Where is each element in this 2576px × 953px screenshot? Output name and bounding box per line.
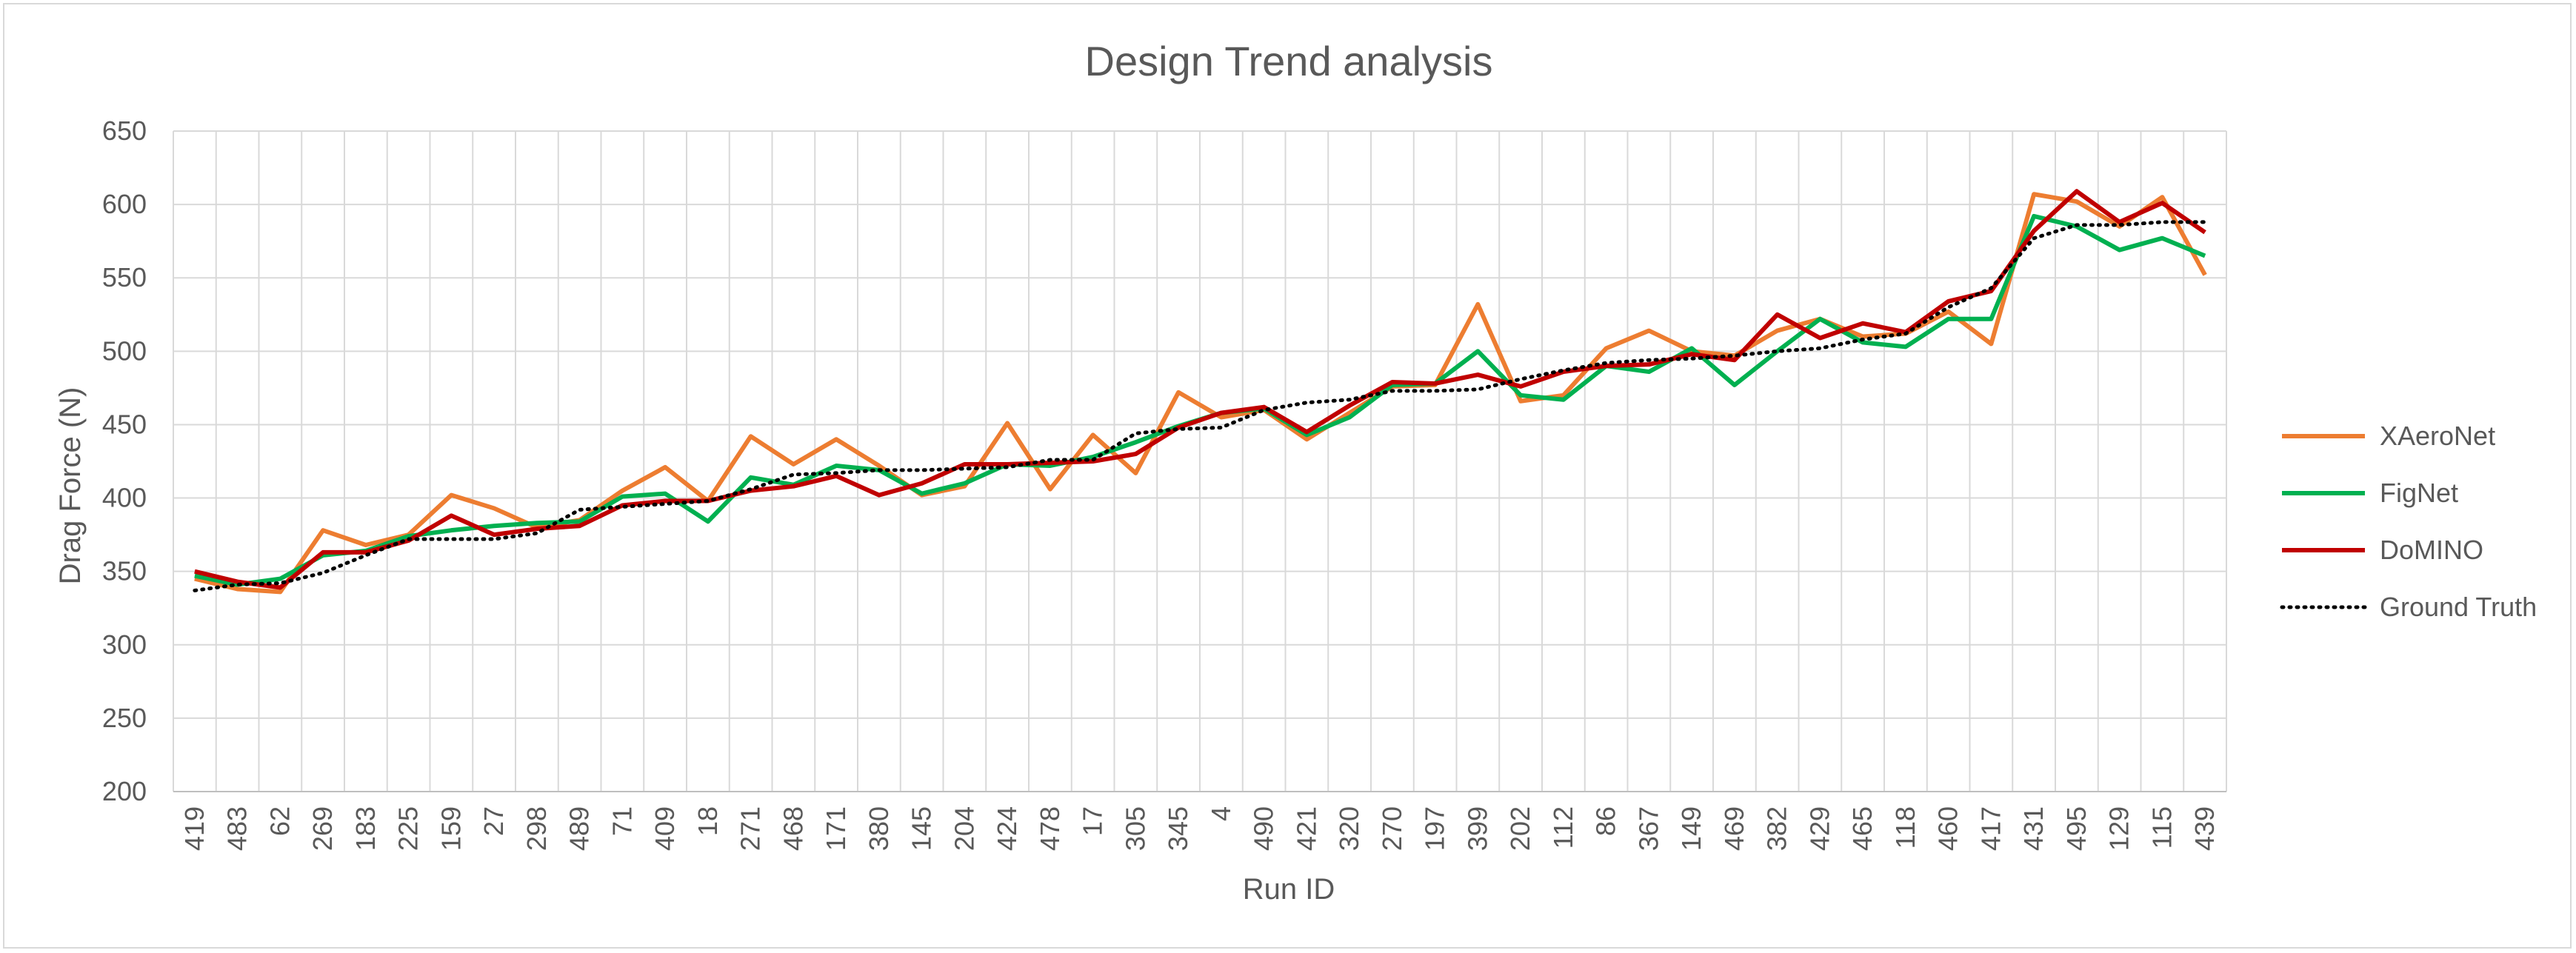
x-tick-label: 204 (949, 806, 979, 851)
x-tick-label: 17 (1078, 806, 1108, 836)
legend: XAeroNet FigNet DoMINO Ground Truth (2280, 421, 2537, 622)
series-line-ground-truth (193, 220, 2207, 592)
x-tick-label: 202 (1505, 806, 1535, 851)
x-tick-label: 382 (1762, 806, 1792, 851)
gridlines (173, 130, 2227, 792)
x-tick-label: 421 (1291, 806, 1321, 851)
x-tick-label: 495 (2061, 806, 2092, 851)
x-tick-label: 149 (1676, 806, 1706, 851)
series-line-domino (194, 189, 2206, 590)
x-tick-label: 380 (864, 806, 894, 851)
x-tick-label: 469 (1719, 806, 1749, 851)
x-tick-label: 225 (393, 806, 424, 851)
y-axis-title: Drag Force (N) (54, 387, 87, 585)
x-tick-label: 417 (1975, 806, 2006, 851)
legend-label: Ground Truth (2380, 592, 2537, 622)
y-tick-label: 650 (102, 116, 147, 146)
y-tick-label: 250 (102, 703, 147, 733)
line-chart: Design Trend analysis 419 483 62 269 183 225 1… (54, 38, 2537, 906)
x-tick-label: 345 (1163, 806, 1193, 851)
legend-label: FigNet (2380, 478, 2458, 508)
x-tick-label: 483 (222, 806, 253, 851)
chart-area: Design Trend analysis 419 483 62 269 183 225 1… (3, 3, 2572, 949)
x-tick-label: 429 (1804, 806, 1835, 851)
x-tick-label: 183 (350, 806, 381, 851)
x-tick-label: 460 (1933, 806, 1963, 851)
y-tick-labels: 200 250 300 350 400 450 500 550 600 650 (102, 116, 147, 806)
y-tick-label: 600 (102, 189, 147, 219)
x-tick-label: 305 (1120, 806, 1150, 851)
x-tick-label: 409 (650, 806, 680, 851)
x-tick-label: 159 (436, 806, 466, 851)
x-tick-label: 62 (264, 806, 295, 836)
x-tick-label: 71 (607, 806, 637, 836)
chart-title: Design Trend analysis (1085, 38, 1493, 84)
x-tick-label: 4 (1206, 806, 1236, 821)
x-tick-label: 27 (478, 806, 509, 836)
x-tick-label: 489 (564, 806, 595, 851)
x-tick-label: 269 (307, 806, 338, 851)
x-tick-label: 431 (2018, 806, 2049, 851)
y-tick-label: 450 (102, 409, 147, 439)
legend-label: XAeroNet (2380, 421, 2495, 451)
x-tick-label: 86 (1591, 806, 1621, 836)
x-tick-label: 399 (1462, 806, 1492, 851)
x-tick-labels: 419 483 62 269 183 225 159 27 298 489 71 409 18 271 46… (179, 806, 2220, 851)
x-tick-label: 478 (1035, 806, 1065, 851)
x-tick-label: 197 (1420, 806, 1450, 851)
x-tick-label: 271 (735, 806, 766, 851)
y-tick-label: 400 (102, 483, 147, 513)
x-tick-label: 115 (2146, 806, 2177, 849)
x-tick-label: 490 (1249, 806, 1279, 851)
x-tick-label: 320 (1334, 806, 1364, 851)
x-tick-label: 171 (821, 806, 851, 851)
x-axis-title: Run ID (1243, 873, 1335, 906)
y-tick-label: 350 (102, 556, 147, 586)
y-tick-label: 550 (102, 262, 147, 292)
x-tick-label: 129 (2104, 806, 2135, 851)
x-tick-label: 298 (521, 806, 552, 851)
y-tick-label: 500 (102, 335, 147, 366)
x-tick-label: 424 (992, 806, 1022, 851)
x-tick-label: 468 (778, 806, 808, 851)
x-tick-label: 270 (1377, 806, 1407, 851)
x-tick-label: 367 (1633, 806, 1664, 851)
x-tick-label: 439 (2189, 806, 2220, 851)
x-tick-label: 419 (179, 806, 210, 851)
x-tick-label: 465 (1847, 806, 1878, 851)
legend-label: DoMINO (2380, 535, 2483, 565)
x-tick-label: 18 (693, 806, 723, 836)
data-series (193, 189, 2207, 595)
x-tick-label: 145 (907, 806, 937, 851)
x-tick-label: 112 (1548, 806, 1578, 849)
x-tick-label: 118 (1890, 806, 1921, 849)
y-tick-label: 200 (102, 776, 147, 806)
y-tick-label: 300 (102, 629, 147, 660)
